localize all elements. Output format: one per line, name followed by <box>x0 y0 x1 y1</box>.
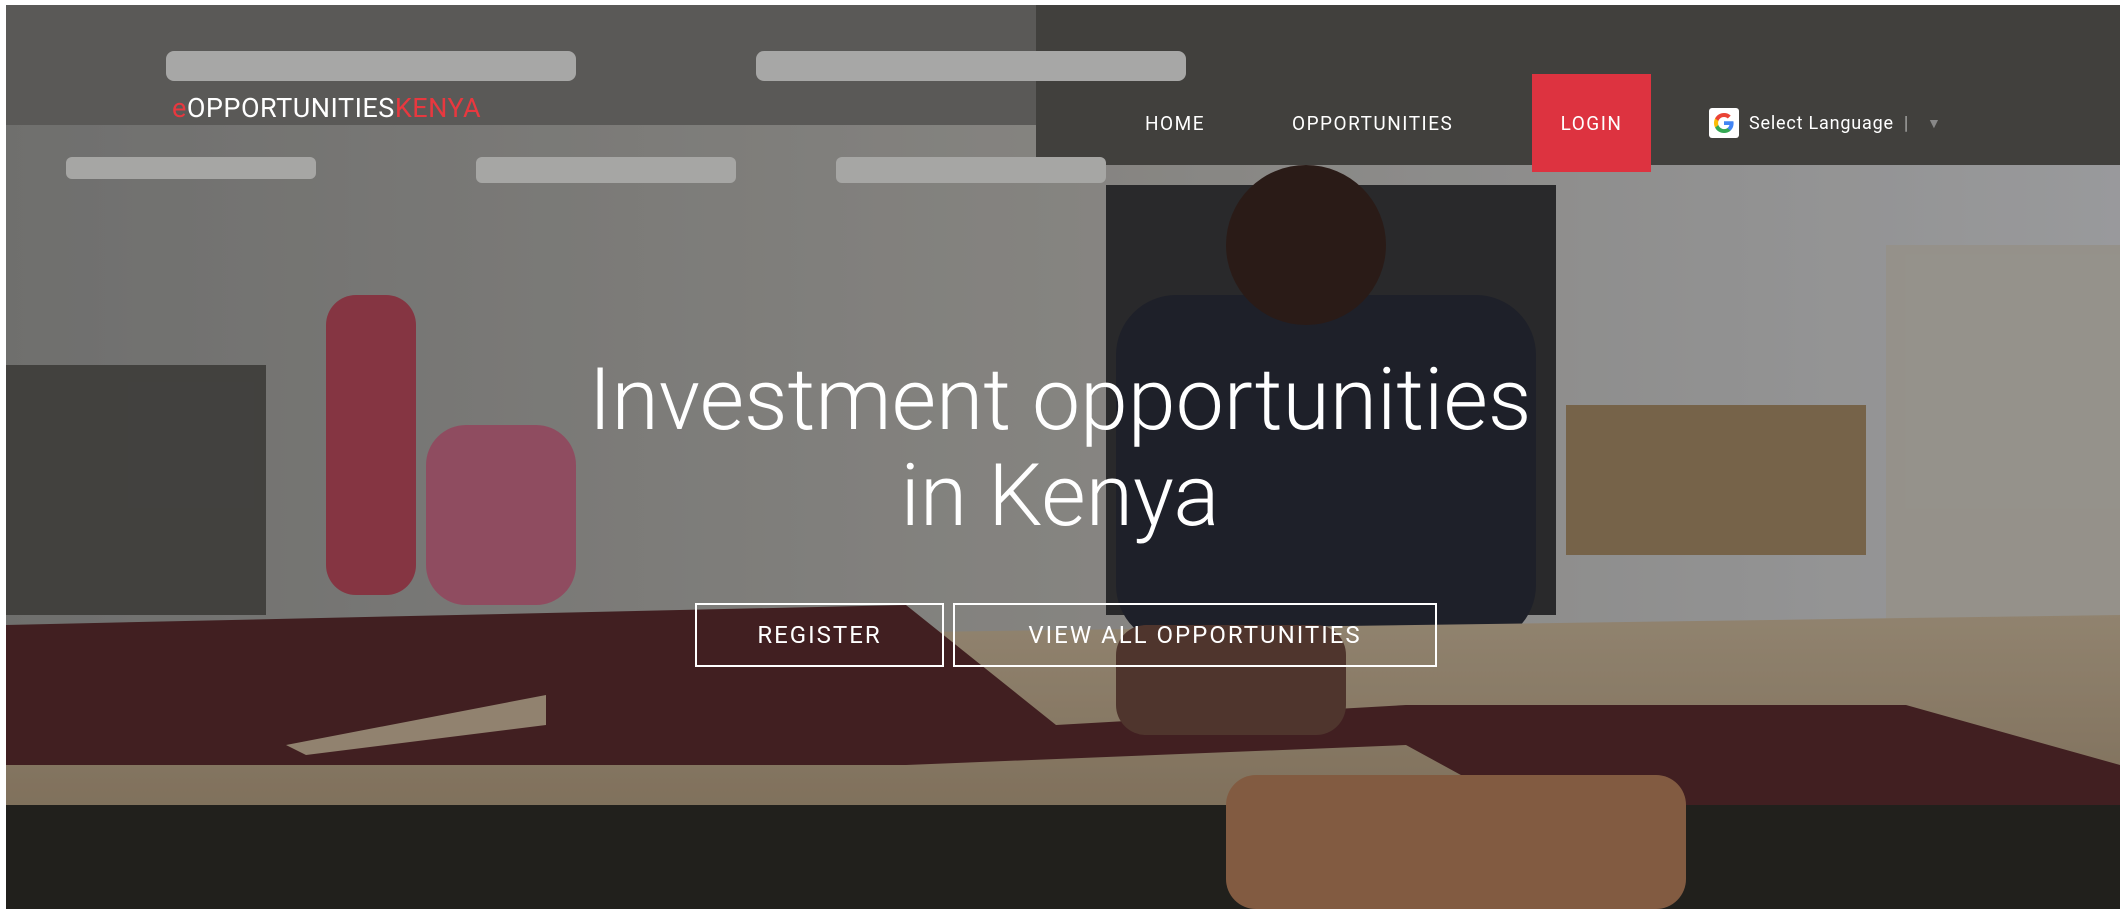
nav-opportunities[interactable]: OPPORTUNITIES <box>1292 111 1454 135</box>
google-logo <box>1714 113 1734 133</box>
logo-suffix: KENYA <box>394 92 482 124</box>
logo-prefix: e <box>172 92 187 124</box>
nav-login[interactable]: LOGIN <box>1532 74 1651 172</box>
register-button[interactable]: REGISTER <box>695 603 944 667</box>
hero-title-line: Investment opportunities <box>588 349 1532 450</box>
logo[interactable]: eOPPORTUNITIESKENYA <box>172 92 481 124</box>
dropdown-caret: ▼ <box>1927 115 1942 132</box>
view-all-button[interactable]: VIEW ALL OPPORTUNITIES <box>953 603 1437 667</box>
hero-background <box>6 5 2120 909</box>
hero-title-line: in Kenya <box>900 445 1220 546</box>
dark-overlay <box>6 5 2120 909</box>
language-selector[interactable]: Select Language | ▼ <box>1709 108 1942 138</box>
nav-home[interactable]: HOME <box>1145 111 1206 135</box>
language-label: Select Language <box>1749 112 1894 134</box>
hero-title: Investment opportunities in Kenya <box>0 352 2120 544</box>
logo-name: OPPORTUNITIES <box>186 92 395 124</box>
separator: | <box>1903 112 1910 134</box>
google-icon <box>1709 108 1739 138</box>
